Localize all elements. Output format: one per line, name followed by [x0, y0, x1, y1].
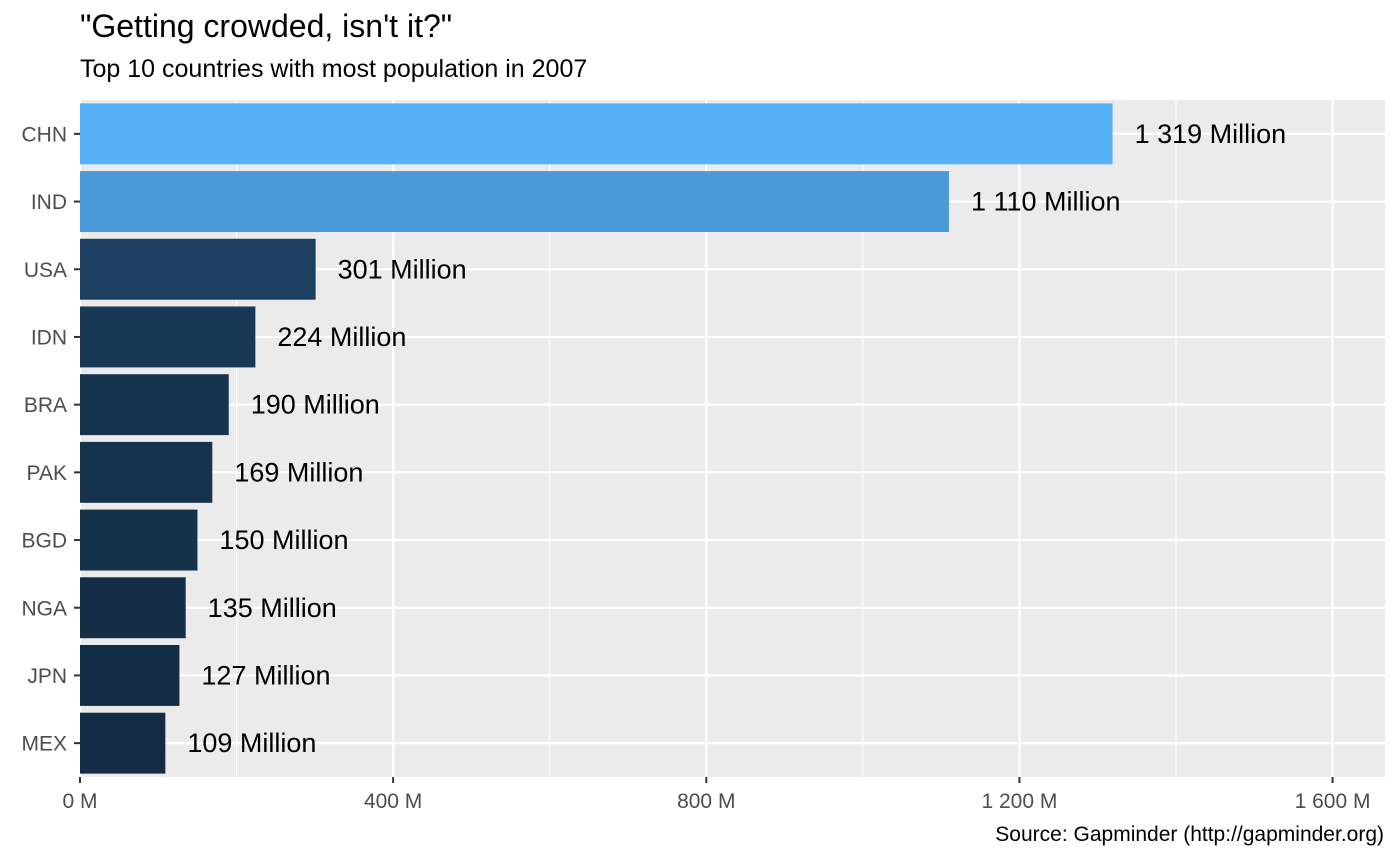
- bar-mex: [80, 712, 166, 774]
- bar-bgd: [80, 509, 198, 571]
- data-label-bra: 190 Million: [251, 390, 380, 420]
- x-tick-label: 1 200 M: [981, 790, 1057, 813]
- chart-subtitle: Top 10 countries with most population in…: [80, 55, 588, 83]
- bar-ind: [80, 171, 949, 233]
- x-tick-label: 1 600 M: [1295, 790, 1371, 813]
- chart-caption: Source: Gapminder (http://gapminder.org): [995, 823, 1384, 846]
- x-tick-label: 0 M: [62, 790, 97, 813]
- data-label-jpn: 127 Million: [201, 660, 330, 690]
- y-tick-label-pak: PAK: [27, 462, 67, 485]
- bar-pak: [80, 441, 213, 503]
- y-tick-label-ind: IND: [31, 191, 67, 214]
- bar-jpn: [80, 644, 180, 706]
- data-label-usa: 301 Million: [338, 254, 467, 284]
- x-tick-label: 400 M: [364, 790, 422, 813]
- data-label-chn: 1 319 Million: [1135, 119, 1287, 149]
- y-tick-label-idn: IDN: [31, 326, 67, 349]
- y-tick-label-jpn: JPN: [27, 665, 67, 688]
- y-tick-label-bra: BRA: [24, 394, 67, 417]
- bar-usa: [80, 238, 316, 300]
- data-label-bgd: 150 Million: [219, 525, 348, 555]
- x-tick-label: 800 M: [677, 790, 735, 813]
- bar-idn: [80, 306, 256, 368]
- bar-nga: [80, 577, 186, 639]
- data-label-ind: 1 110 Million: [971, 187, 1121, 217]
- data-label-idn: 224 Million: [277, 322, 406, 352]
- data-label-mex: 109 Million: [187, 728, 316, 758]
- y-tick-label-usa: USA: [24, 259, 67, 282]
- y-tick-label-mex: MEX: [21, 733, 67, 756]
- bar-bra: [80, 374, 229, 436]
- y-tick-label-bgd: BGD: [21, 530, 67, 553]
- data-label-pak: 169 Million: [234, 457, 363, 487]
- y-tick-label-chn: CHN: [22, 123, 68, 146]
- y-tick-label-nga: NGA: [21, 597, 67, 620]
- data-label-nga: 135 Million: [208, 593, 337, 623]
- bar-chn: [80, 103, 1113, 165]
- chart-title: "Getting crowded, isn't it?": [80, 8, 453, 44]
